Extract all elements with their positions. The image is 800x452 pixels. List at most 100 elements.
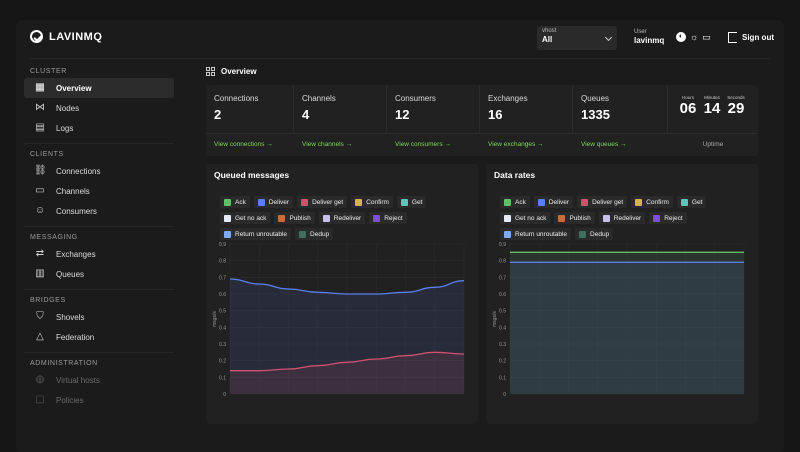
legend-item-redeliver[interactable]: Redeliver (598, 212, 646, 224)
legend-item-confirm[interactable]: Confirm (351, 196, 393, 208)
sidebar-item-label: Channels (56, 186, 90, 196)
y-tick-label: 0.7 (499, 275, 506, 281)
queued-messages-chart: 0 0.1 0.2 0.3 0.4 0.5 0.6 0.7 0.8 0.9 msgs/s (212, 242, 465, 398)
view-consumers-link[interactable]: View consumers → (395, 141, 451, 148)
link-icon: ⛓ (34, 165, 47, 176)
page-title-text: Overview (221, 66, 257, 76)
legend-item-redeliver[interactable]: Redeliver (318, 212, 366, 224)
y-tick-label: 0.5 (499, 309, 506, 315)
top-bar: LAVINMQ vhost All User lavinmq ◐ ☼ ▭ Sig… (16, 20, 784, 58)
sidebar-item-label: Consumers (56, 206, 97, 216)
sign-out-button[interactable]: Sign out (728, 32, 774, 43)
legend-item-ack[interactable]: Ack (220, 196, 250, 208)
stat-exchanges: Exchanges 16 View exchanges → (480, 85, 573, 156)
legend-item-get[interactable]: Get (396, 196, 427, 208)
policy-icon: ▢ (35, 394, 45, 405)
legend-label: Return unroutable (235, 230, 288, 238)
legend-item-return-unroutable[interactable]: Return unroutable (500, 228, 572, 240)
legend-swatch (278, 214, 286, 222)
series-line-deliver-get (230, 351, 465, 372)
sidebar-item-nodes[interactable]: ⋈ Nodes (24, 98, 174, 118)
grid-icon (206, 66, 215, 76)
stat-connections: Connections 2 View connections → (206, 85, 294, 156)
y-tick-label: 0.6 (219, 292, 226, 298)
series-line-deliver (229, 278, 465, 295)
theme-switcher: ◐ ☼ ▭ (676, 32, 711, 42)
sidebar-item-overview[interactable]: ▦ Overview (24, 78, 174, 98)
legend-label: Reject (384, 214, 403, 222)
stat-label: Connections (214, 94, 259, 103)
legend-item-get-no-ack[interactable]: Get no ack (500, 212, 551, 224)
uptime-hours-label: Hours (681, 95, 694, 100)
legend-swatch (504, 214, 511, 222)
legend-swatch (224, 230, 231, 238)
sidebar-item-connections[interactable]: ⛓ Connections (24, 161, 174, 181)
legend-swatch (373, 214, 381, 222)
legend-item-get[interactable]: Get (676, 196, 707, 208)
sidebar-divider (24, 143, 174, 144)
y-tick-label: 0.8 (219, 259, 226, 265)
share-nodes-icon: ⋈ (35, 102, 45, 113)
sidebar-item-label: Queues (56, 269, 85, 279)
legend-label: Redeliver (333, 214, 362, 222)
sidebar-section-title: BRIDGES (30, 297, 66, 304)
sidebar-item-federation[interactable]: △ Federation (24, 327, 174, 347)
legend-swatch (301, 198, 309, 206)
uptime-minutes-label: Minutes (704, 95, 720, 100)
legend-label: Publish (289, 214, 311, 222)
y-axis-label: msgs/s (212, 311, 218, 327)
stat-value: 4 (302, 107, 310, 122)
vhost-select[interactable]: vhost All (537, 26, 617, 50)
view-channels-link[interactable]: View channels → (302, 141, 353, 148)
legend-label: Reject (664, 214, 683, 222)
legend-swatch (322, 214, 330, 222)
y-tick-label: 0.9 (499, 242, 506, 248)
legend-item-publish[interactable]: Publish (554, 212, 595, 224)
legend-item-reject[interactable]: Reject (369, 212, 407, 224)
y-tick-label: 0.8 (499, 259, 506, 265)
light-mode-icon[interactable]: ☼ (690, 32, 699, 42)
sidebar-item-consumers[interactable]: ☺ Consumers (24, 201, 174, 221)
sidebar-item-queues[interactable]: ▥ Queues (24, 264, 174, 284)
legend-item-deliver[interactable]: Deliver (533, 196, 574, 208)
legend-label: Publish (569, 214, 591, 222)
legend-item-publish[interactable]: Publish (274, 212, 315, 224)
sidebar-item-virtual-hosts[interactable]: ◍ Virtual hosts (24, 370, 174, 390)
legend-swatch (680, 198, 688, 206)
uptime-seconds: Seconds 29 (723, 95, 749, 117)
legend-item-dedup[interactable]: Dedup (295, 228, 334, 240)
legend-item-deliver-get[interactable]: Deliver get (577, 196, 628, 208)
legend-label: Dedup (590, 230, 610, 238)
legend-item-reject[interactable]: Reject (649, 212, 687, 224)
legend-item-get-no-ack[interactable]: Get no ack (220, 212, 271, 224)
app-logo[interactable]: LAVINMQ (30, 30, 102, 43)
legend-label: Deliver get (592, 198, 624, 206)
series-area-deliver (230, 279, 464, 394)
legend-label: Ack (235, 198, 246, 206)
legend-item-confirm[interactable]: Confirm (631, 196, 673, 208)
arrows-exchange-icon: ⇄ (35, 248, 45, 259)
app-window: LAVINMQ vhost All User lavinmq ◐ ☼ ▭ Sig… (16, 20, 784, 452)
sidebar-item-policies[interactable]: ▢ Policies (24, 390, 174, 410)
sidebar-item-shovels[interactable]: ⛉ Shovels (24, 307, 174, 327)
dark-mode-icon[interactable]: ◐ (676, 32, 686, 42)
view-queues-link[interactable]: View queues → (581, 141, 627, 148)
legend-item-deliver[interactable]: Deliver (253, 196, 294, 208)
sidebar-item-exchanges[interactable]: ⇄ Exchanges (24, 244, 174, 264)
stat-divider (667, 85, 668, 133)
view-exchanges-link[interactable]: View exchanges → (488, 141, 544, 148)
y-tick-label: 0.3 (499, 342, 506, 348)
legend-item-deliver-get[interactable]: Deliver get (297, 196, 348, 208)
view-connections-link[interactable]: View connections → (214, 141, 273, 148)
uptime-label: Uptime (702, 141, 724, 148)
system-mode-icon[interactable]: ▭ (702, 32, 711, 42)
sidebar-item-label: Policies (56, 395, 84, 405)
sidebar-item-channels[interactable]: ▭ Channels (24, 181, 174, 201)
data-rates-chart: 0 0.1 0.2 0.3 0.4 0.5 0.6 0.7 0.8 0.9 msgs/s (492, 242, 745, 398)
legend-item-return-unroutable[interactable]: Return unroutable (220, 228, 292, 240)
legend-label: Get (411, 198, 423, 206)
sidebar-item-logs[interactable]: ▤ Logs (24, 118, 174, 138)
legend-item-dedup[interactable]: Dedup (575, 228, 614, 240)
legend-item-ack[interactable]: Ack (500, 196, 530, 208)
legend-label: Confirm (646, 198, 669, 206)
